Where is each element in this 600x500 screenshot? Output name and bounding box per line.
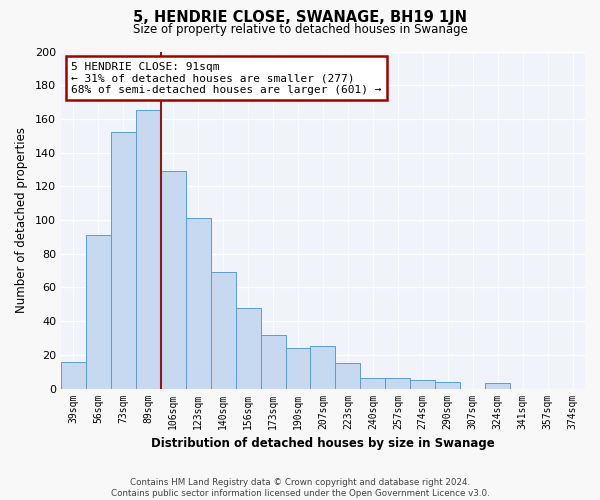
Bar [310, 346, 335, 389]
Bar [385, 378, 410, 388]
Text: 5, HENDRIE CLOSE, SWANAGE, BH19 1JN: 5, HENDRIE CLOSE, SWANAGE, BH19 1JN [133, 10, 467, 25]
Bar [161, 171, 186, 388]
Text: 5 HENDRIE CLOSE: 91sqm
← 31% of detached houses are smaller (277)
68% of semi-de: 5 HENDRIE CLOSE: 91sqm ← 31% of detached… [71, 62, 382, 95]
Bar [485, 384, 510, 388]
Bar [61, 362, 86, 388]
Bar [111, 132, 136, 388]
Bar [335, 364, 361, 388]
Bar [211, 272, 236, 388]
Bar [236, 308, 260, 388]
Bar [186, 218, 211, 388]
Bar [260, 334, 286, 388]
Bar [410, 380, 435, 388]
Bar [435, 382, 460, 388]
Bar [136, 110, 161, 388]
Text: Contains HM Land Registry data © Crown copyright and database right 2024.
Contai: Contains HM Land Registry data © Crown c… [110, 478, 490, 498]
Y-axis label: Number of detached properties: Number of detached properties [15, 127, 28, 313]
Bar [361, 378, 385, 388]
Bar [286, 348, 310, 389]
X-axis label: Distribution of detached houses by size in Swanage: Distribution of detached houses by size … [151, 437, 495, 450]
Bar [86, 235, 111, 388]
Text: Size of property relative to detached houses in Swanage: Size of property relative to detached ho… [133, 22, 467, 36]
